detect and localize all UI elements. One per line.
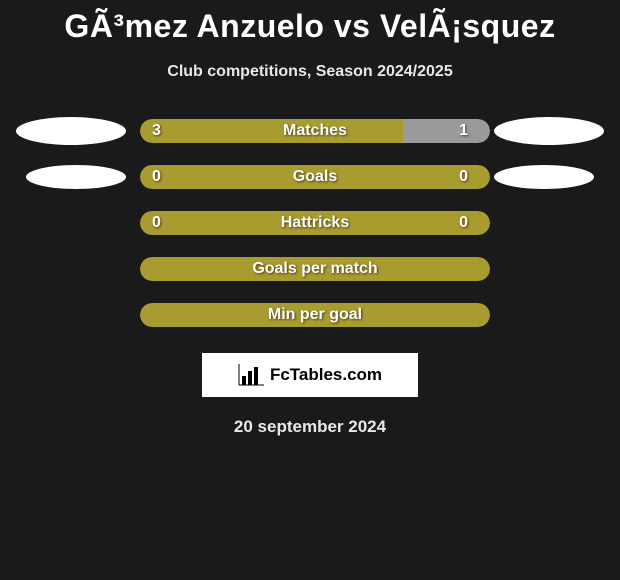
player-marker-left bbox=[16, 117, 126, 145]
bar-chart-icon bbox=[238, 364, 264, 386]
player-marker-right bbox=[494, 117, 604, 145]
comparison-row: Goals per match bbox=[10, 257, 610, 281]
metric-label: Hattricks bbox=[140, 214, 490, 232]
metric-label: Min per goal bbox=[140, 306, 490, 324]
comparison-row: 00Goals bbox=[10, 165, 610, 189]
page-title: GÃ³mez Anzuelo vs VelÃ¡squez bbox=[0, 0, 620, 45]
metric-label: Matches bbox=[140, 122, 490, 140]
comparison-row: 31Matches bbox=[10, 119, 610, 143]
metric-label: Goals bbox=[140, 168, 490, 186]
comparison-rows: 31Matches 00Goals 00Hattricks Goals per mat… bbox=[0, 119, 620, 327]
brand-logo-box: FcTables.com bbox=[202, 353, 418, 397]
date-text: 20 september 2024 bbox=[0, 417, 620, 437]
brand-text: FcTables.com bbox=[270, 365, 382, 385]
player-marker-right bbox=[494, 165, 594, 189]
comparison-row: Min per goal bbox=[10, 303, 610, 327]
page-subtitle: Club competitions, Season 2024/2025 bbox=[0, 63, 620, 81]
metric-label: Goals per match bbox=[140, 260, 490, 278]
player-marker-left bbox=[26, 165, 126, 189]
comparison-row: 00Hattricks bbox=[10, 211, 610, 235]
